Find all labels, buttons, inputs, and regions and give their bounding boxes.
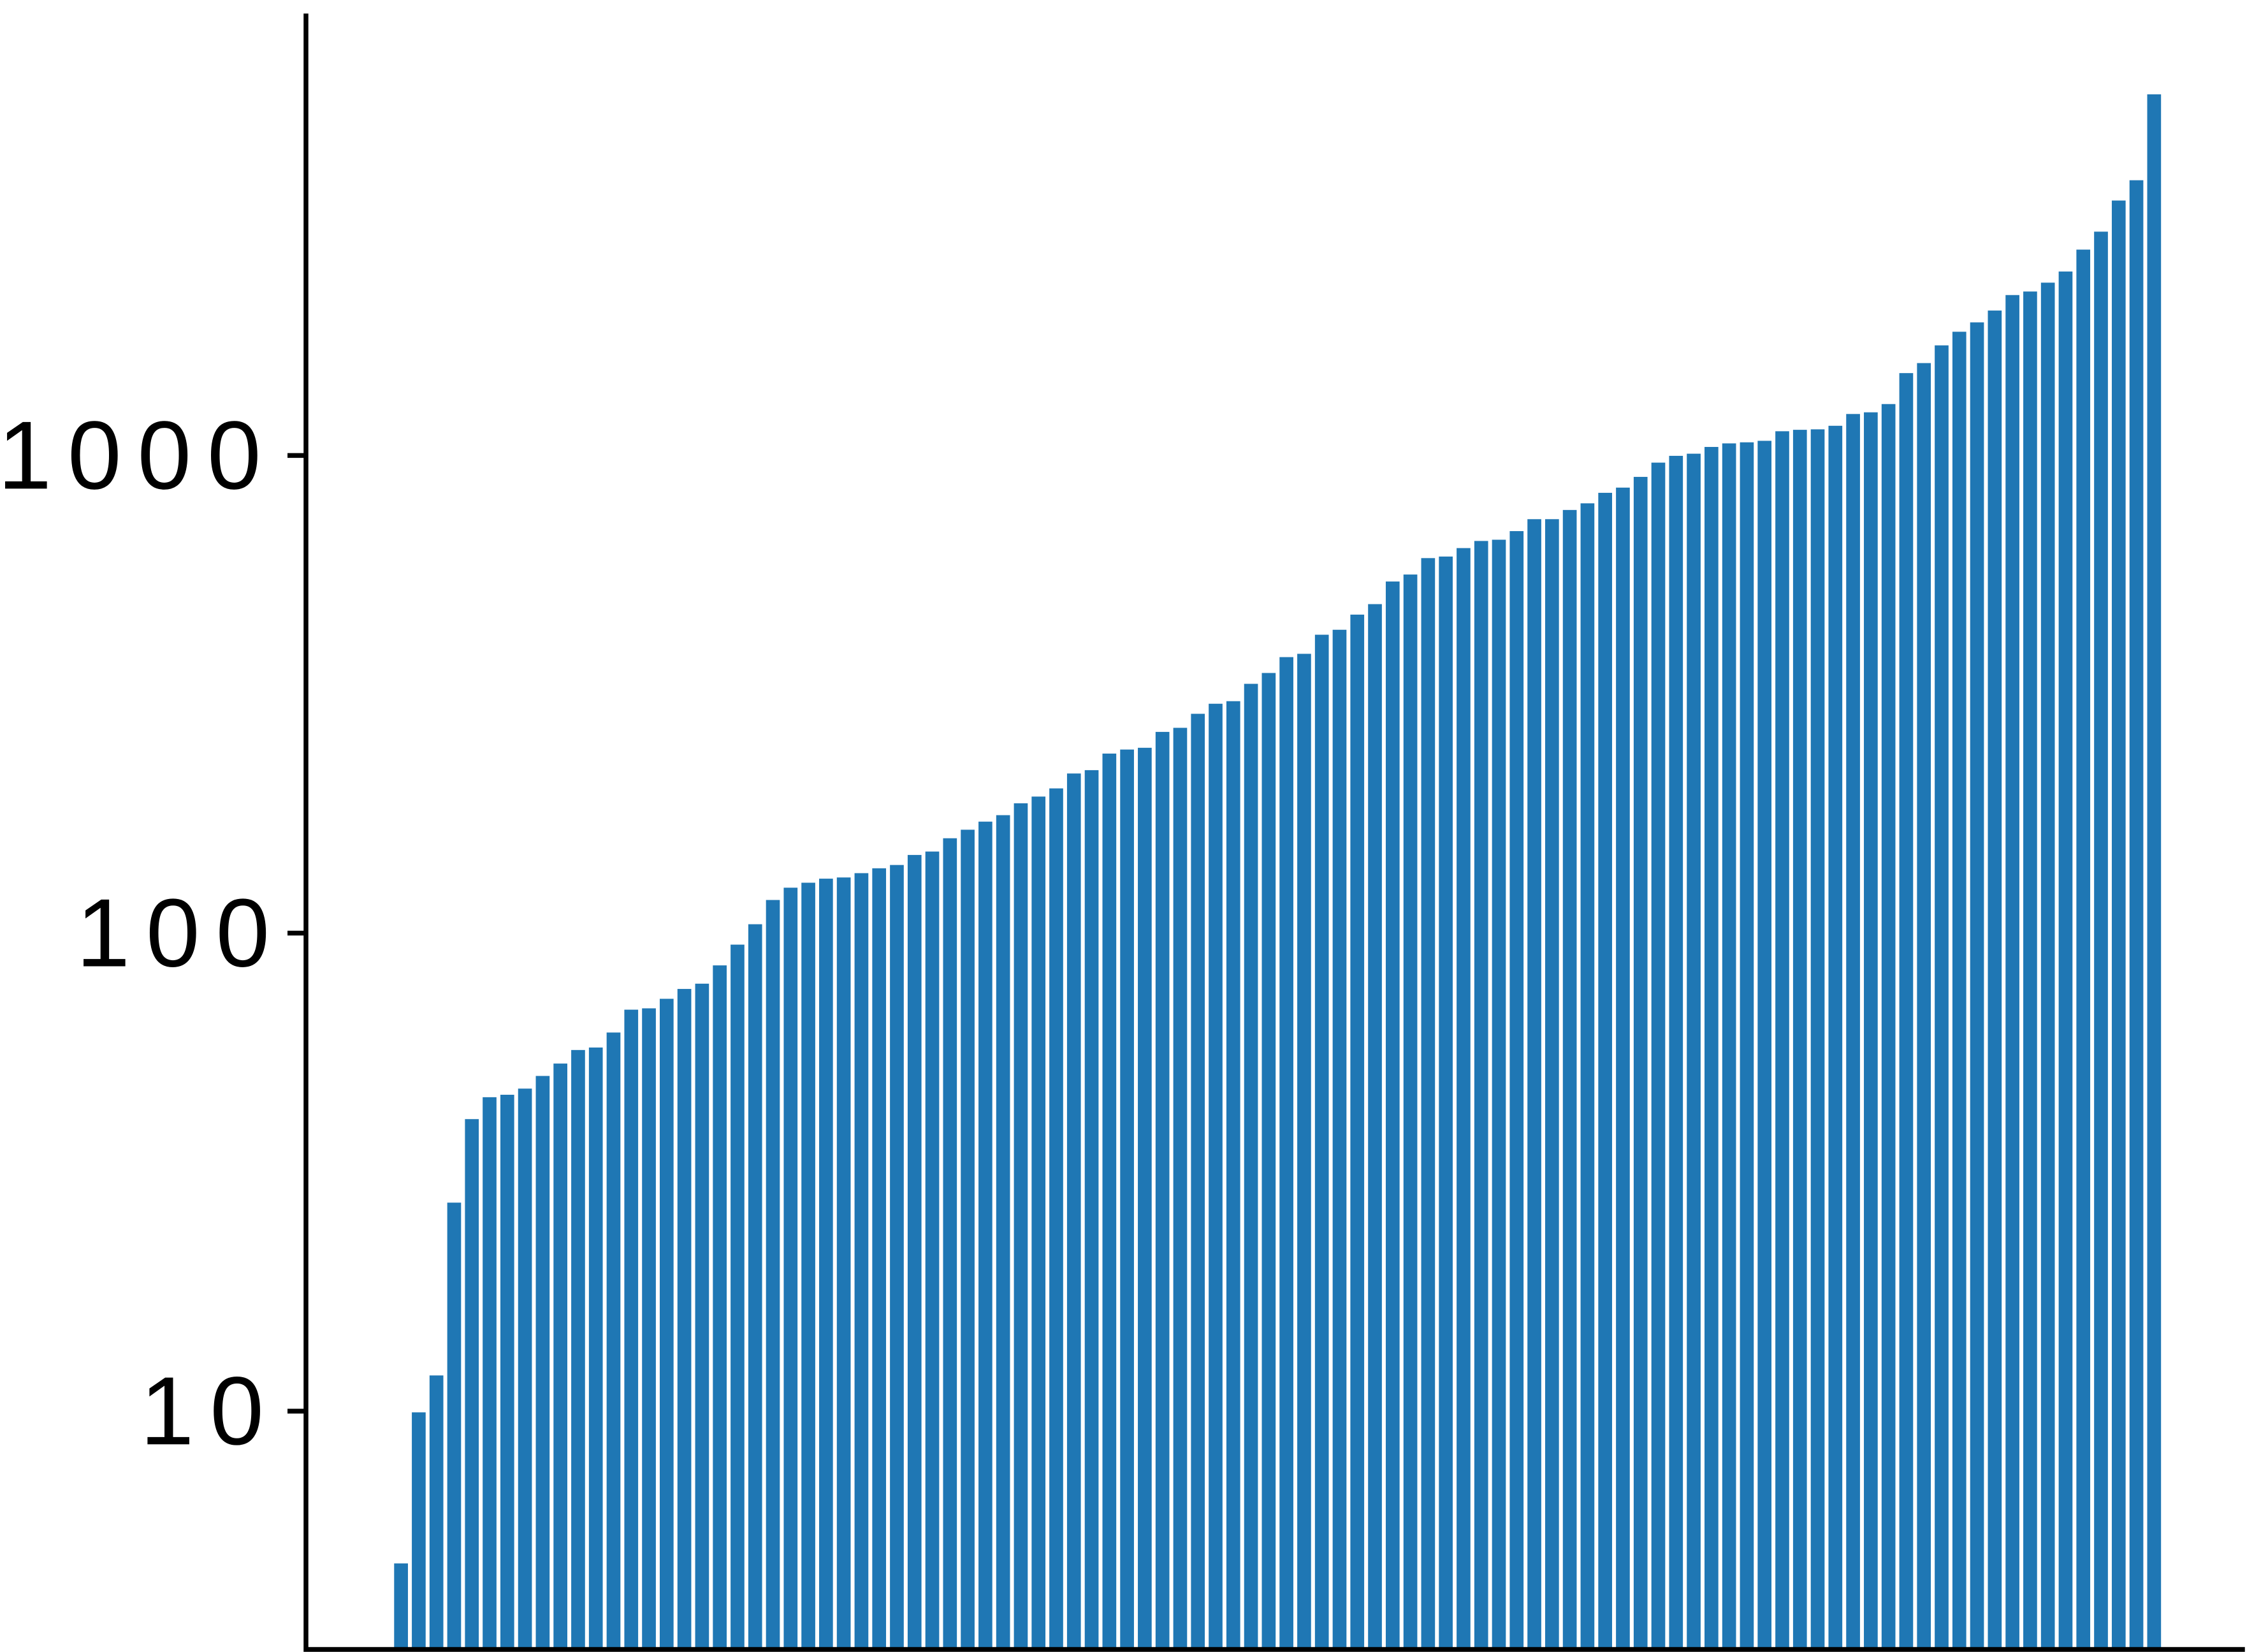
- svg-text:1000: 1000: [0, 401, 277, 509]
- svg-text:100: 100: [76, 879, 286, 988]
- svg-text:10: 10: [140, 1357, 280, 1465]
